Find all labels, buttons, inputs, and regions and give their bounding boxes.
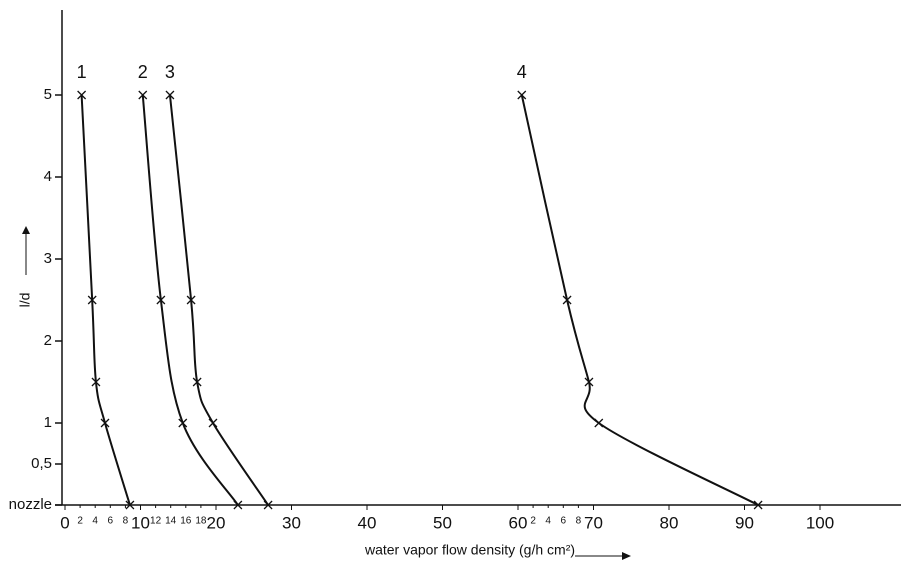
cross-marker [209,419,217,427]
x-tick-label: 6 [561,516,567,527]
x-tick-label: 16 [180,516,192,527]
x-tick-label: 6 [108,516,114,527]
curve [170,95,268,505]
chart: l/d water vapor flow density (g/h cm²) n… [0,0,901,568]
x-tick-label: 8 [123,516,129,527]
x-tick-label: 20 [207,513,226,532]
x-tick-label: 70 [584,513,603,532]
y-tick-label: 0,5 [31,455,52,472]
y-tick-label: 2 [44,332,52,349]
x-tick-label: 10 [131,513,150,532]
y-tick-label: 5 [44,86,52,103]
x-tick-label: 30 [282,513,301,532]
x-tick-label: 40 [358,513,377,532]
curve [522,95,758,505]
y-tick-label: 4 [44,168,52,185]
y-tick-label: 3 [44,250,52,267]
x-tick-label: 18 [195,516,207,527]
x-tick-label: 14 [165,516,177,527]
x-tick-label: 4 [545,516,551,527]
x-tick-label: 0 [60,513,69,532]
x-axis-label: water vapor flow density (g/h cm²) [364,542,575,558]
curve-label: 4 [517,62,527,82]
curve-label: 1 [77,62,87,82]
x-tick-label: 90 [735,513,754,532]
x-tick-label: 50 [433,513,452,532]
cross-marker [595,419,603,427]
x-arrow-head [622,552,631,560]
curve-label: 2 [138,62,148,82]
x-tick-label: 2 [530,516,536,527]
x-tick-label: 2 [77,516,83,527]
y-axis-label: l/d [17,293,33,308]
y-tick-label: 1 [44,414,52,431]
x-tick-label: 100 [806,513,834,532]
curve [82,95,130,505]
x-tick-label: 80 [660,513,679,532]
x-tick-label: 60 [509,513,528,532]
y-arrow-head [22,226,30,234]
x-tick-label: 4 [92,516,98,527]
x-tick-label: 12 [150,516,162,527]
curve-label: 3 [165,62,175,82]
x-tick-label: 8 [576,516,582,527]
y-tick-label: nozzle [9,496,52,513]
